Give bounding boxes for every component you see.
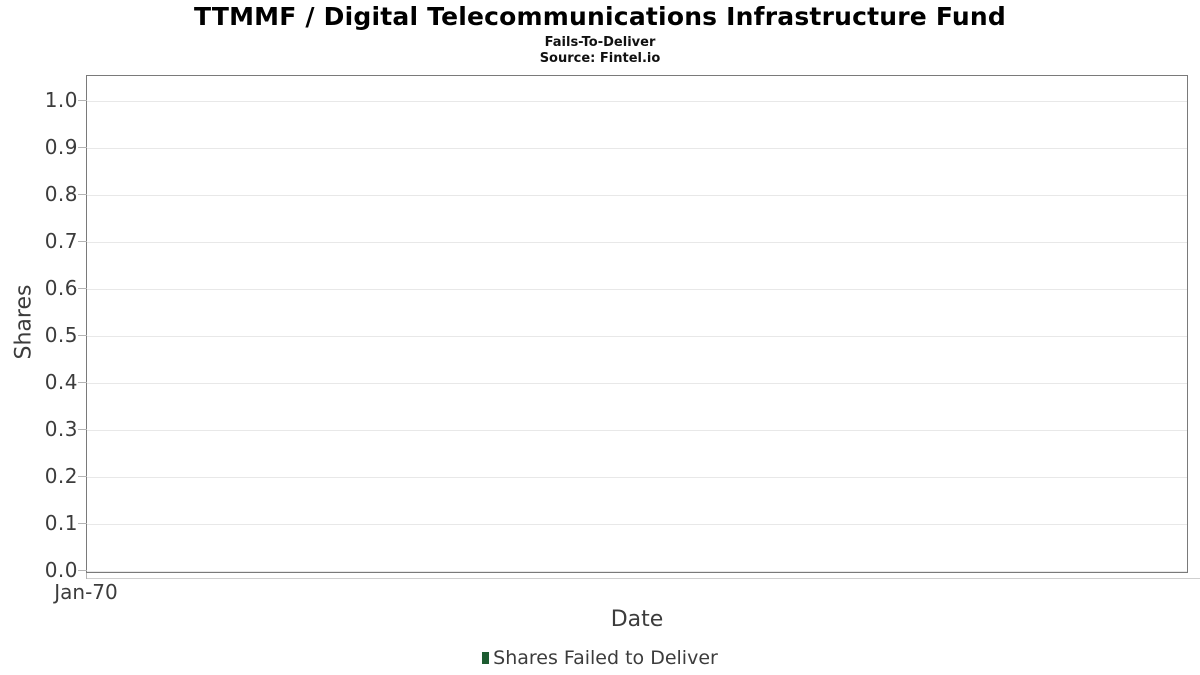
gridline [87, 335, 1187, 337]
legend-label: Shares Failed to Deliver [493, 647, 718, 669]
y-axis-tick-mark [78, 335, 87, 336]
y-axis-tick-mark [78, 382, 87, 383]
chart-subtitle: Fails-To-Deliver [544, 35, 656, 50]
y-axis-tick-label: 0.4 [44, 370, 78, 394]
gridline [87, 429, 1187, 431]
y-axis-tick-mark [78, 570, 87, 571]
gridline [87, 570, 1187, 572]
chart-source: Source: Fintel.io [539, 51, 661, 66]
y-axis-tick-label: 0.1 [44, 511, 78, 535]
gridline [87, 100, 1187, 102]
y-axis-tick-mark [78, 476, 87, 477]
y-axis-tick-mark [78, 194, 87, 195]
legend-marker-icon [482, 652, 490, 664]
gridline [87, 147, 1187, 149]
chart-title: TTMMF / Digital Telecommunications Infra… [194, 2, 1006, 31]
y-axis-tick-label: 0.6 [44, 276, 78, 300]
x-axis-tick-mark [86, 573, 87, 579]
y-axis-tick-label: 0.9 [44, 135, 78, 159]
y-axis-tick-label: 0.5 [44, 323, 78, 347]
legend: Shares Failed to Deliver [0, 647, 1200, 669]
y-axis-tick-label: 0.8 [44, 182, 78, 206]
y-axis-tick-mark [78, 288, 87, 289]
x-axis-line [86, 578, 1200, 579]
gridline [87, 476, 1187, 478]
y-axis-tick-label: 0.7 [44, 229, 78, 253]
legend-item: Shares Failed to Deliver [482, 647, 718, 669]
x-axis-label: Date [610, 607, 664, 632]
y-axis-tick-label: 0.3 [44, 417, 78, 441]
y-axis-tick-label: 1.0 [44, 88, 78, 112]
gridline [87, 194, 1187, 196]
gridline [87, 523, 1187, 525]
y-axis-tick-mark [78, 147, 87, 148]
y-axis-tick-mark [78, 100, 87, 101]
y-axis-tick-label: 0.0 [44, 558, 78, 582]
y-axis-tick-mark [78, 241, 87, 242]
gridline [87, 241, 1187, 243]
gridline [87, 288, 1187, 290]
x-axis-tick-label: Jan-70 [54, 580, 118, 604]
plot-area [86, 75, 1188, 573]
gridline [87, 382, 1187, 384]
y-axis-tick-mark [78, 523, 87, 524]
y-axis-tick-mark [78, 429, 87, 430]
y-axis-tick-label: 0.2 [44, 464, 78, 488]
